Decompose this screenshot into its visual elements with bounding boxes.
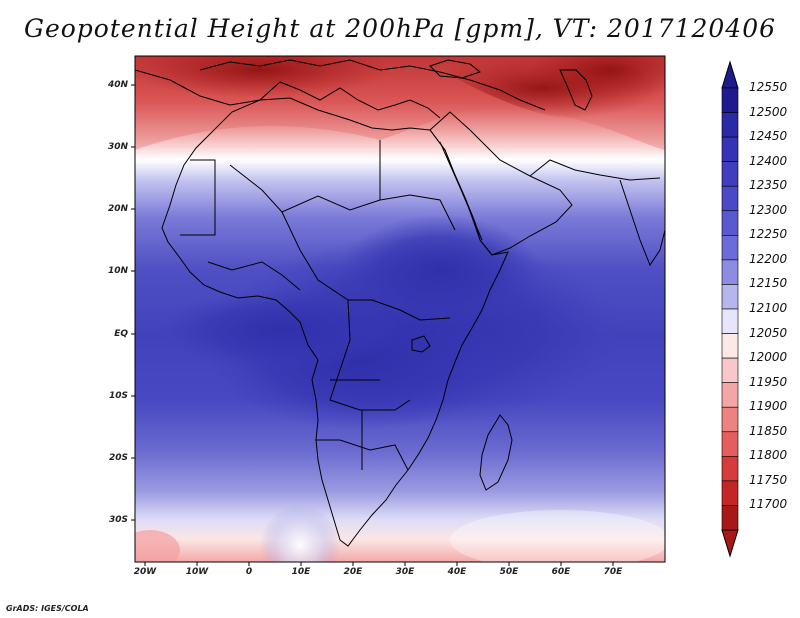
lat-label-30n: 30N (107, 142, 128, 152)
colorbar-label: 12400 (749, 153, 788, 168)
lon-label-0: 0 (245, 567, 253, 577)
colorbar-top-arrow (721, 60, 739, 89)
colorbar-label: 12550 (749, 80, 788, 94)
colorbar-label: 12500 (749, 104, 788, 119)
axis-ticks (131, 84, 614, 566)
lat-label-eq: EQ (114, 329, 128, 339)
map-title: Geopotential Height at 200hPa [gpm], VT:… (23, 14, 777, 43)
height-field (135, 56, 665, 562)
colorbar-label: 12300 (749, 202, 788, 217)
colorbar-swatch (721, 161, 739, 187)
colorbar-label: 12250 (749, 227, 788, 242)
colorbar-swatch (721, 505, 739, 531)
colorbar-swatch (721, 357, 739, 383)
lat-label-20n: 20N (107, 204, 128, 214)
lon-label-10e: 10E (291, 567, 311, 577)
lon-label-50e: 50E (499, 567, 519, 577)
colorbar-swatch (721, 382, 739, 408)
colorbar-label: 11850 (749, 423, 788, 438)
lon-label-30e: 30E (395, 567, 415, 577)
colorbar-swatch (721, 235, 739, 261)
colorbar-label: 12200 (749, 251, 788, 266)
lat-label-10n: 10N (107, 266, 128, 276)
lat-label-20s: 20S (108, 453, 128, 463)
lon-label-20w: 20W (133, 567, 157, 577)
lat-label-10s: 10S (108, 391, 128, 401)
lon-label-10w: 10W (185, 567, 209, 577)
colorbar-bottom-arrow (721, 529, 739, 558)
lat-label-30s: 30S (108, 515, 128, 525)
colorbar-swatch (721, 112, 739, 138)
colorbar-label: 11950 (749, 374, 788, 389)
colorbar-label: 11700 (749, 497, 788, 512)
colorbar-label: 11900 (749, 399, 788, 414)
colorbar-swatch (721, 185, 739, 212)
colorbar-swatch (721, 308, 739, 334)
lon-label-70e: 70E (603, 567, 623, 577)
lon-label-40e: 40E (447, 567, 467, 577)
colorbar-label: 12000 (749, 350, 788, 365)
colorbar (721, 60, 739, 558)
colorbar-label: 12150 (749, 276, 788, 291)
colorbar-swatch (721, 333, 739, 359)
credit-label: GrADS: IGES/COLA (6, 604, 89, 613)
lat-label-40n: 40N (107, 80, 128, 90)
colorbar-swatch (721, 480, 739, 506)
colorbar-label: 12450 (749, 129, 788, 144)
colorbar-label: 12050 (749, 325, 788, 340)
colorbar-swatch (721, 136, 739, 162)
colorbar-swatch (721, 87, 739, 113)
colorbar-label: 12100 (749, 301, 788, 315)
colorbar-label: 11750 (749, 472, 788, 487)
colorbar-swatch (721, 406, 739, 433)
colorbar-swatch (721, 210, 739, 236)
lon-label-60e: 60E (551, 567, 571, 577)
colorbar-swatch (721, 284, 739, 310)
lon-label-20e: 20E (343, 567, 363, 577)
colorbar-swatch (721, 431, 739, 457)
colorbar-swatch (721, 259, 739, 285)
colorbar-label: 11800 (749, 448, 788, 463)
colorbar-label: 12350 (749, 178, 788, 193)
map-frame (134, 55, 666, 563)
colorbar-swatch (721, 456, 739, 482)
coastlines (135, 59, 665, 547)
